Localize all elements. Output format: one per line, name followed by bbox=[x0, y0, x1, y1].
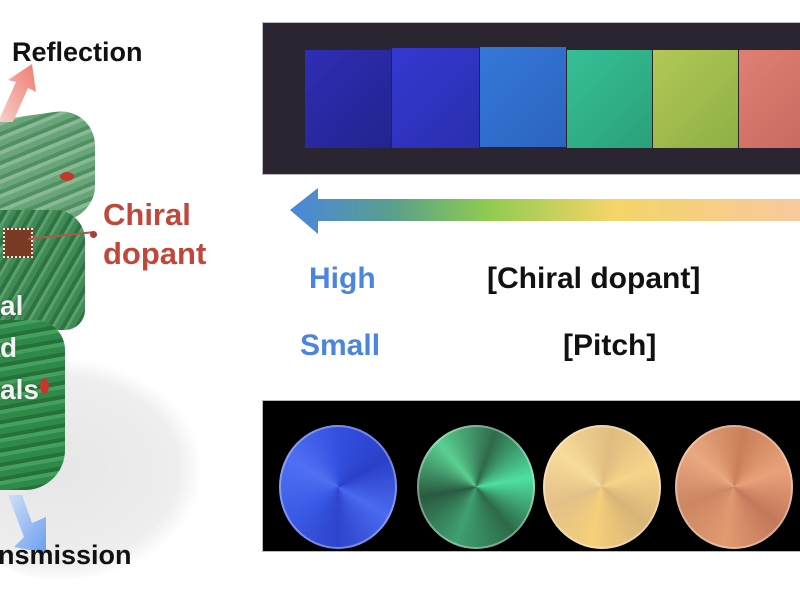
chiral-dopant-label: Chiral dopant bbox=[103, 195, 206, 273]
pitch-axis-label: [Pitch] bbox=[563, 329, 657, 362]
color-swatch-6 bbox=[739, 50, 800, 148]
reflection-label: Reflection bbox=[12, 37, 143, 67]
high-label: High bbox=[309, 262, 376, 295]
small-label: Small bbox=[300, 329, 381, 362]
color-squares-photo-panel bbox=[262, 22, 800, 175]
chiral-dopant-axis-label: [Chiral dopant] bbox=[487, 262, 701, 295]
liquid-crystal-label: al d als bbox=[0, 285, 39, 411]
liquid-crystal-label-line3: als bbox=[0, 374, 39, 405]
chiral-dopant-label-line2: dopant bbox=[103, 236, 207, 271]
liquid-crystal-label-line2: d bbox=[0, 332, 18, 363]
chiral-dopant-molecule bbox=[60, 172, 74, 181]
chiral-dopant-molecule bbox=[40, 378, 49, 394]
chiral-dopant-pointer-dot bbox=[90, 231, 97, 238]
color-swatch-5 bbox=[653, 50, 738, 148]
color-disc-gold bbox=[543, 425, 661, 549]
transmission-arrow-icon bbox=[8, 495, 46, 553]
chiral-dopant-highlight-box bbox=[3, 228, 33, 258]
color-disc-green bbox=[417, 425, 535, 549]
color-disc-blue bbox=[279, 425, 397, 549]
gradient-arrow-left-icon bbox=[290, 188, 800, 234]
liquid-crystal-helix-bottom bbox=[0, 320, 65, 490]
chiral-dopant-label-line1: Chiral bbox=[103, 197, 191, 232]
color-swatch-3 bbox=[480, 47, 566, 147]
color-swatch-1 bbox=[305, 50, 391, 148]
liquid-crystal-label-line1: al bbox=[0, 290, 24, 321]
color-swatch-4 bbox=[567, 50, 652, 148]
color-swatch-2 bbox=[392, 48, 479, 148]
transmission-label: nsmission bbox=[0, 540, 132, 570]
color-disc-copper bbox=[675, 425, 793, 549]
reflection-arrow-icon bbox=[0, 64, 36, 122]
color-discs-photo-panel bbox=[262, 400, 800, 552]
